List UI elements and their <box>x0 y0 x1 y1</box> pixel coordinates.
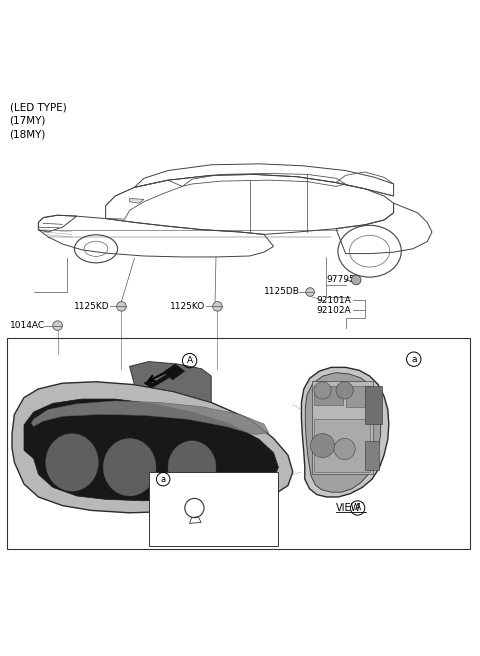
Bar <box>365 386 382 424</box>
Circle shape <box>117 302 126 311</box>
Circle shape <box>351 276 361 285</box>
Bar <box>149 472 278 546</box>
Text: 97795: 97795 <box>326 276 355 285</box>
Bar <box>312 380 373 474</box>
Text: 1125KD: 1125KD <box>74 302 110 311</box>
Text: VIEW: VIEW <box>336 503 361 513</box>
Circle shape <box>53 321 62 331</box>
Polygon shape <box>301 367 389 497</box>
Circle shape <box>334 438 355 459</box>
Circle shape <box>311 434 335 458</box>
Text: a: a <box>161 475 166 483</box>
Text: A: A <box>355 504 360 512</box>
Polygon shape <box>12 382 293 513</box>
Ellipse shape <box>103 438 156 496</box>
Text: (18MY): (18MY) <box>10 129 46 139</box>
Circle shape <box>336 382 353 399</box>
Bar <box>7 338 470 549</box>
Text: 1125KO: 1125KO <box>170 302 205 311</box>
Polygon shape <box>305 373 381 492</box>
Circle shape <box>306 288 314 297</box>
Polygon shape <box>130 361 211 402</box>
Ellipse shape <box>168 441 216 493</box>
Polygon shape <box>130 198 144 203</box>
Text: 18644E: 18644E <box>181 474 217 484</box>
Text: 92102A: 92102A <box>317 306 351 315</box>
Polygon shape <box>31 401 269 434</box>
Ellipse shape <box>46 434 98 491</box>
Text: (17MY): (17MY) <box>10 116 46 126</box>
Text: 1125DB: 1125DB <box>264 287 300 297</box>
Polygon shape <box>24 399 278 501</box>
Circle shape <box>314 382 331 399</box>
Bar <box>314 419 370 472</box>
Text: 92101A: 92101A <box>317 296 351 304</box>
Text: 1014AC: 1014AC <box>10 321 45 330</box>
Polygon shape <box>144 364 185 388</box>
Text: (LED TYPE): (LED TYPE) <box>10 102 66 112</box>
Text: A: A <box>187 356 192 365</box>
Bar <box>365 441 379 470</box>
Text: a: a <box>411 355 417 363</box>
Bar <box>346 386 370 407</box>
Circle shape <box>213 302 222 311</box>
Bar <box>314 386 343 405</box>
